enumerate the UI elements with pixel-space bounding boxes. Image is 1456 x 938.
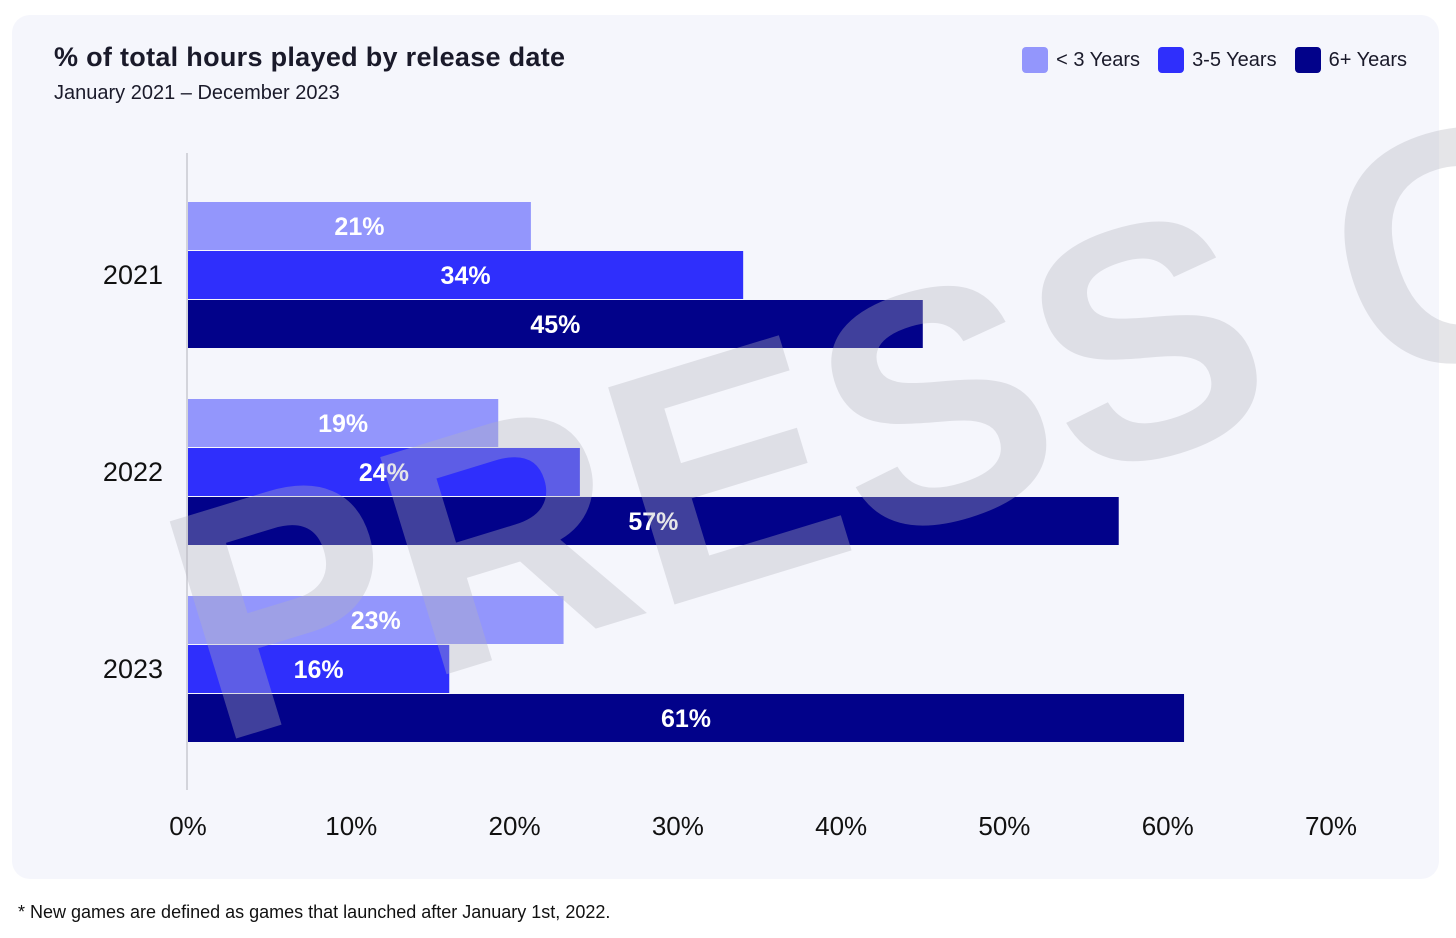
data-label-2021-series-1: 34% [441,262,491,290]
bar-2021-series-2 [188,300,923,348]
legend-item-3-5-years: 3-5 Years [1158,47,1277,73]
data-label-2022-series-1: 24% [359,459,409,487]
legend-label: 6+ Years [1328,48,1407,71]
x-tick-label: 10% [325,811,377,841]
legend-swatch [1022,47,1049,73]
data-label-2021-series-0: 21% [334,213,384,241]
legend-item-6-plus-years: 6+ Years [1294,47,1407,73]
chart-subtitle: January 2021 – December 2023 [54,82,340,104]
bar-2022-series-0 [188,399,499,447]
watermark: PRESS CO [128,0,1456,812]
category-label-2023: 2023 [103,654,163,684]
category-label-2022: 2022 [103,457,163,487]
x-tick-label: 30% [652,811,704,841]
data-label-2022-series-2: 57% [628,508,678,536]
data-label-2022-series-0: 19% [318,410,368,438]
x-tick-label: 0% [169,811,207,841]
legend-item-under-3-years: < 3 Years [1022,47,1140,73]
legend-swatch [1158,47,1185,73]
category-label-2021: 2021 [103,260,163,290]
data-label-2021-series-2: 45% [530,311,580,339]
x-tick-label: 20% [489,811,541,841]
bar-2021-series-0 [188,202,531,250]
legend-label: < 3 Years [1056,48,1141,71]
x-tick-label: 40% [815,811,867,841]
x-tick-label: 60% [1142,811,1194,841]
x-tick-label: 50% [978,811,1030,841]
bar-2023-series-1 [188,645,450,693]
legend-label: 3-5 Years [1192,48,1277,71]
data-label-2023-series-1: 16% [294,656,344,684]
bar-2023-series-2 [188,694,1185,742]
bar-2022-series-2 [188,497,1119,545]
footnote: * New games are defined as games that la… [18,902,611,922]
legend-swatch [1294,47,1321,73]
bar-2021-series-1 [188,251,744,299]
data-label-2023-series-2: 61% [661,705,711,733]
x-tick-label: 70% [1305,811,1357,841]
data-label-2023-series-0: 23% [351,607,401,635]
bar-2022-series-1 [188,448,580,496]
legend: < 3 Years 3-5 Years 6+ Years [1022,47,1407,73]
chart-title: % of total hours played by release date [54,42,566,72]
bar-2023-series-0 [188,596,564,644]
